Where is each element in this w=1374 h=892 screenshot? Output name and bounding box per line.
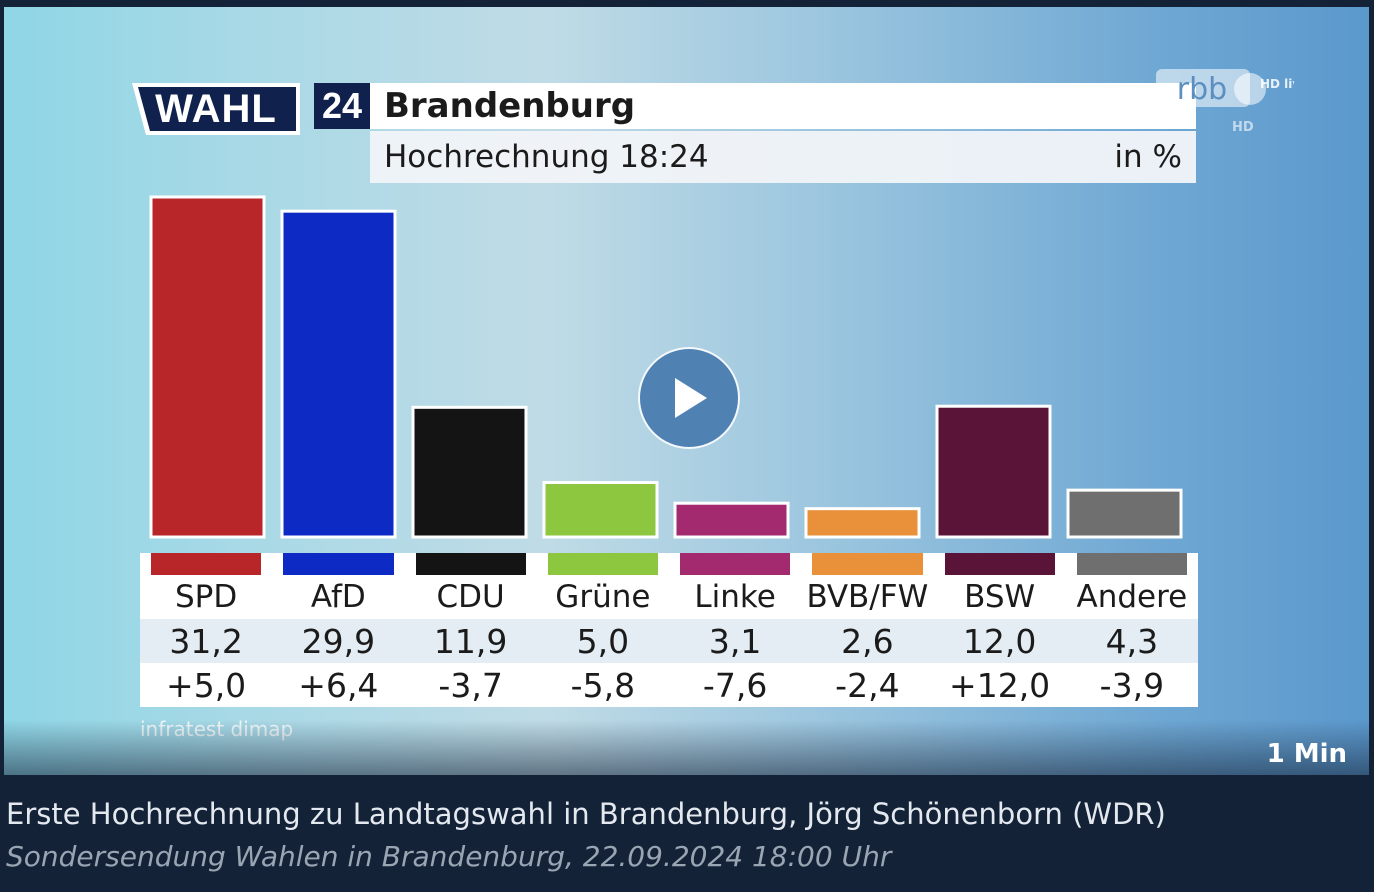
party-name-gr-ne: Grüne — [555, 579, 651, 615]
party-change-gr-ne: -5,8 — [570, 665, 636, 705]
wahl-logo-number: 24 — [314, 83, 370, 129]
party-color-row — [140, 553, 1198, 575]
party-value-afd: 29,9 — [301, 621, 376, 661]
wahl-logo-text: WAHL — [155, 86, 277, 131]
party-change-bvb-fw: -2,4 — [835, 665, 900, 705]
party-color-cdu — [415, 553, 526, 575]
party-name-row: SPD AfD CDU Grüne Linke BVB/FW BSW Andere — [140, 575, 1198, 619]
party-name-cdu: CDU — [436, 579, 505, 615]
bar-chart — [149, 195, 1183, 539]
party-name-spd: SPD — [175, 579, 238, 615]
bar-afd — [280, 209, 397, 539]
party-change-linke: -7,6 — [702, 665, 768, 705]
party-color-spd — [151, 553, 262, 575]
play-icon — [675, 378, 707, 418]
rbb-hd-live: HD live — [1260, 77, 1294, 91]
party-name-bvb-fw: BVB/FW — [806, 579, 929, 615]
chart-subtitle-bar: Hochrechnung 18:24 in % — [370, 131, 1196, 183]
video-caption-title[interactable]: Erste Hochrechnung zu Landtagswahl in Br… — [6, 797, 1166, 831]
party-name-linke: Linke — [694, 579, 776, 615]
party-change-afd: +6,4 — [298, 665, 379, 705]
chart-unit: in % — [1114, 139, 1182, 175]
rbb-logo: rbb HD live HD — [1156, 69, 1294, 135]
party-value-bsw: 12,0 — [962, 621, 1037, 661]
chart-title: Brandenburg — [370, 83, 1196, 129]
bar-bsw — [935, 404, 1052, 539]
party-color-bsw — [944, 553, 1055, 575]
bar-gr-ne — [542, 481, 659, 539]
party-value-andere: 4,3 — [1105, 621, 1159, 661]
party-color-afd — [283, 553, 394, 575]
party-change-cdu: -3,7 — [438, 665, 503, 705]
play-button[interactable] — [640, 349, 738, 447]
bar-cdu — [411, 405, 528, 539]
party-color-gr-ne — [547, 553, 658, 575]
bar-linke — [673, 501, 790, 539]
party-change-spd: +5,0 — [166, 665, 247, 705]
rbb-hd: HD — [1232, 120, 1254, 135]
party-change-andere: -3,9 — [1099, 665, 1165, 705]
party-color-linke — [680, 553, 791, 575]
party-value-linke: 3,1 — [708, 621, 762, 661]
rbb-logo-text: rbb — [1177, 72, 1227, 107]
party-color-andere — [1076, 553, 1187, 575]
party-value-spd: 31,2 — [169, 621, 243, 661]
video-player[interactable]: WAHL 24 Brandenburg Hochrechnung 18:24 i… — [4, 7, 1369, 775]
party-change-row: +5,0 +6,4 -3,7 -5,8 -7,6 -2,4 +12,0 -3,9 — [140, 663, 1198, 707]
bar-spd — [149, 195, 266, 539]
party-value-gr-ne: 5,0 — [576, 621, 630, 661]
party-name-afd: AfD — [310, 579, 366, 615]
party-color-bvb-fw — [812, 553, 923, 575]
bar-andere — [1066, 488, 1183, 539]
results-table: SPD AfD CDU Grüne Linke BVB/FW BSW Andere 31,2 2… — [140, 553, 1198, 707]
party-value-row: 31,2 29,9 11,9 5,0 3,1 2,6 12,0 4,3 — [140, 619, 1198, 663]
chart-subtitle: Hochrechnung 18:24 — [384, 139, 709, 175]
party-name-bsw: BSW — [964, 579, 1036, 615]
party-change-bsw: +12,0 — [949, 665, 1051, 705]
video-caption-subtitle: Sondersendung Wahlen in Brandenburg, 22.… — [6, 840, 892, 873]
party-name-andere: Andere — [1076, 579, 1188, 615]
wahl-logo — [132, 83, 300, 135]
party-value-bvb-fw: 2,6 — [841, 621, 894, 661]
data-source: infratest dimap — [140, 717, 294, 741]
party-value-cdu: 11,9 — [433, 621, 508, 661]
bar-bvb-fw — [804, 507, 921, 539]
video-duration: 1 Min — [1266, 739, 1347, 769]
